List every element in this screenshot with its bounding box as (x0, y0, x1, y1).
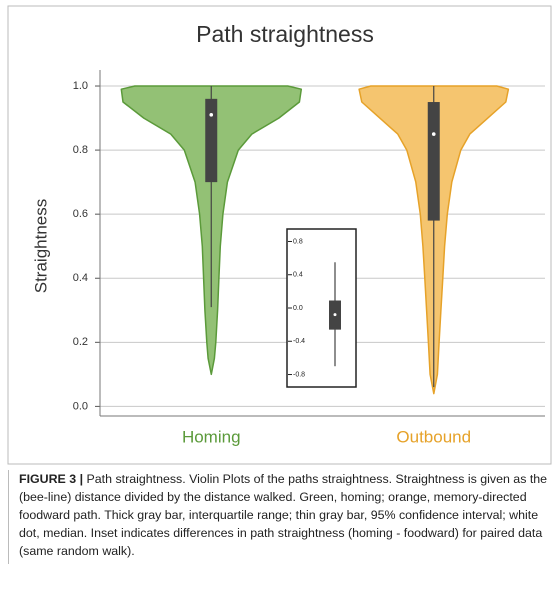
y-tick-label: 0.4 (73, 272, 88, 284)
inset-tick-label: 0.4 (293, 272, 303, 279)
y-tick-label: 1.0 (73, 80, 88, 92)
inset-tick-label: 0.0 (293, 305, 303, 312)
chart-title: Path straightness (196, 21, 374, 47)
x-tick-label: Homing (182, 427, 241, 446)
inset-tick-label: 0.8 (293, 238, 303, 245)
y-tick-label: 0.6 (73, 208, 88, 220)
y-tick-label: 0.0 (73, 400, 88, 412)
inset-median-dot (333, 313, 337, 317)
inset-frame (286, 228, 357, 388)
iqr-box (427, 102, 440, 221)
caption-text: Path straightness. Violin Plots of the p… (19, 472, 548, 558)
y-tick-label: 0.8 (73, 144, 88, 156)
chart: Path straightness Straightness 0.0 0.2 0.4… (7, 5, 552, 465)
median-dot (431, 132, 436, 136)
caption-label: FIGURE 3 | (19, 472, 84, 486)
y-axis-label: Straightness (31, 199, 50, 294)
iqr-box (205, 98, 218, 183)
x-tick-label: Outbound (396, 427, 471, 446)
y-tick-label: 0.2 (73, 336, 88, 348)
median-dot (209, 113, 214, 117)
inset-tick-label: -0.8 (293, 371, 305, 378)
caption: FIGURE 3 | Path straightness. Violin Plo… (8, 470, 557, 564)
figure-frame (7, 5, 552, 465)
inset-tick-label: -0.4 (293, 338, 305, 345)
